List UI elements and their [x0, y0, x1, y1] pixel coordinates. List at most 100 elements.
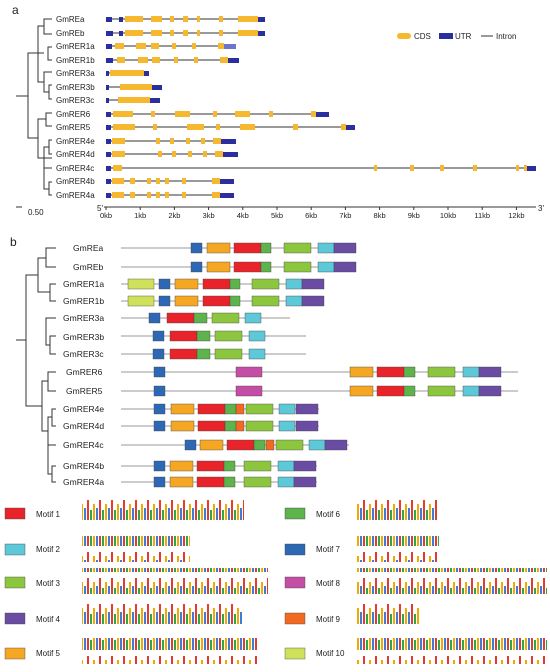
motif-10-sequence-logo	[357, 638, 547, 664]
motif-row	[121, 439, 349, 451]
motif-7-swatch	[284, 543, 306, 556]
gene-structure-row	[106, 30, 265, 36]
intron-legend-label: Intron	[496, 32, 516, 41]
panel-b-motif-rows	[121, 242, 518, 488]
panel-a-gene-structures	[106, 16, 536, 198]
gene-label: GmRER4e	[56, 137, 95, 146]
motif-7-label: Motif 7	[316, 545, 341, 554]
kb-axis: 5' 3' 0kb 1kb 2kb 3kb 4kb 5kb 6kb 7kb 8kb 9kb 10kb…	[97, 204, 544, 220]
gene-label: GmRER4d	[63, 421, 104, 431]
panel-b-gene-names: GmREa GmREb GmRER1a GmRER1b GmRER3a GmRE…	[63, 243, 104, 487]
motif-3-label: Motif 3	[36, 579, 61, 588]
gene-label: GmRER3b	[56, 83, 95, 92]
motif-3-sequence-logo	[82, 568, 268, 594]
motif-legend: Motif 1 Motif 2 Motif 3 Motif 4 Motif 5 …	[4, 500, 547, 664]
motif-row	[121, 420, 319, 432]
motif-10-swatch	[284, 647, 306, 660]
motif-row	[121, 278, 325, 290]
motif-6-sequence-logo	[357, 500, 437, 526]
kb-axis-tick-label: 3kb	[203, 211, 215, 220]
kb-axis-ticks: 0kb 1kb 2kb 3kb 4kb 5kb 6kb 7kb 8kb 9kb 10kb 11kb 12…	[100, 207, 525, 220]
gene-label: GmREa	[56, 15, 85, 24]
panel-a-label: a	[12, 3, 19, 17]
axis-start-label: 5'	[97, 204, 103, 213]
gene-structure-row	[106, 70, 149, 76]
panel-b-tree	[16, 247, 56, 483]
panel-a-legend: CDS UTR Intron	[397, 32, 516, 41]
gene-structure-row	[106, 43, 236, 49]
gene-label: GmRER4a	[56, 191, 95, 200]
motif-9-sequence-logo	[357, 604, 419, 630]
kb-axis-tick-label: 11kb	[474, 211, 490, 220]
panel-a-gene-names: GmREa GmREb GmRER1a GmRER1b GmRER3a GmRE…	[56, 15, 95, 200]
gene-structure-row	[106, 84, 162, 90]
gene-label: GmRER4b	[63, 461, 104, 471]
cds-legend-swatch	[397, 33, 411, 39]
gene-label: GmREb	[73, 262, 104, 272]
gene-label: GmRER1a	[56, 42, 95, 51]
gene-label: GmRER4d	[56, 150, 95, 159]
motif-6-label: Motif 6	[316, 510, 341, 519]
gene-structure-row	[106, 124, 355, 130]
motif-row	[121, 366, 518, 378]
gene-label: GmRER3b	[63, 332, 104, 342]
gene-label: GmREb	[56, 29, 85, 38]
gene-structure-row	[106, 192, 234, 198]
motif-1-label: Motif 1	[36, 510, 61, 519]
gene-label: GmRER5	[66, 386, 103, 396]
motif-9-label: Motif 9	[316, 615, 341, 624]
gene-structure-row	[106, 16, 265, 22]
gene-label: GmRER1b	[63, 296, 104, 306]
motif-4-swatch	[4, 612, 26, 625]
motif-row	[121, 385, 518, 397]
gene-structure-row	[106, 97, 160, 103]
gene-label: GmRER3c	[56, 96, 94, 105]
gene-label: GmRER4b	[56, 177, 95, 186]
motif-legend-item: Motif 10	[284, 638, 547, 664]
kb-axis-tick-label: 7kb	[339, 211, 351, 220]
motif-3-swatch	[4, 576, 26, 589]
motif-legend-item: Motif 9	[284, 604, 419, 630]
gene-structure-row	[106, 151, 238, 157]
gene-structure-row	[106, 111, 329, 117]
kb-axis-tick-label: 6kb	[305, 211, 317, 220]
kb-axis-tick-label: 8kb	[374, 211, 386, 220]
gene-label: GmRER4e	[63, 404, 104, 414]
motif-row	[121, 242, 357, 254]
gene-structure-row	[106, 57, 239, 63]
motif-row	[121, 330, 306, 342]
motif-5-swatch	[4, 647, 26, 660]
kb-axis-tick-label: 5kb	[271, 211, 283, 220]
kb-axis-tick-label: 1kb	[134, 211, 146, 220]
gene-structure-row	[106, 138, 236, 144]
motif-4-label: Motif 4	[36, 615, 61, 624]
motif-row	[121, 295, 325, 307]
motif-row	[121, 403, 319, 415]
motif-2-label: Motif 2	[36, 545, 61, 554]
gene-label: GmRER5	[56, 123, 91, 132]
motif-6-swatch	[284, 507, 306, 520]
motif-2-swatch	[4, 543, 26, 556]
motif-9-swatch	[284, 612, 306, 625]
motif-10-label: Motif 10	[316, 649, 345, 658]
panel-a-tree	[16, 18, 52, 196]
motif-legend-item: Motif 3	[4, 568, 268, 594]
kb-axis-tick-label: 4kb	[237, 211, 249, 220]
motif-row	[121, 312, 290, 324]
motif-legend-item: Motif 5	[4, 638, 258, 664]
motif-legend-item: Motif 7	[284, 536, 439, 562]
motif-5-label: Motif 5	[36, 649, 61, 658]
gene-label: GmRER4a	[63, 477, 104, 487]
gene-label: GmRER4c	[56, 164, 94, 173]
motif-legend-item: Motif 6	[284, 500, 437, 526]
motif-row	[121, 460, 317, 472]
motif-row	[121, 476, 317, 488]
tree-scale-label: 0.50	[28, 208, 44, 217]
gene-label: GmRER6	[66, 367, 103, 377]
motif-8-swatch	[284, 576, 306, 589]
motif-legend-item: Motif 2	[4, 536, 190, 562]
motif-1-sequence-logo	[82, 500, 244, 526]
gene-label: GmRER1a	[63, 279, 104, 289]
gene-label: GmRER6	[56, 110, 91, 119]
